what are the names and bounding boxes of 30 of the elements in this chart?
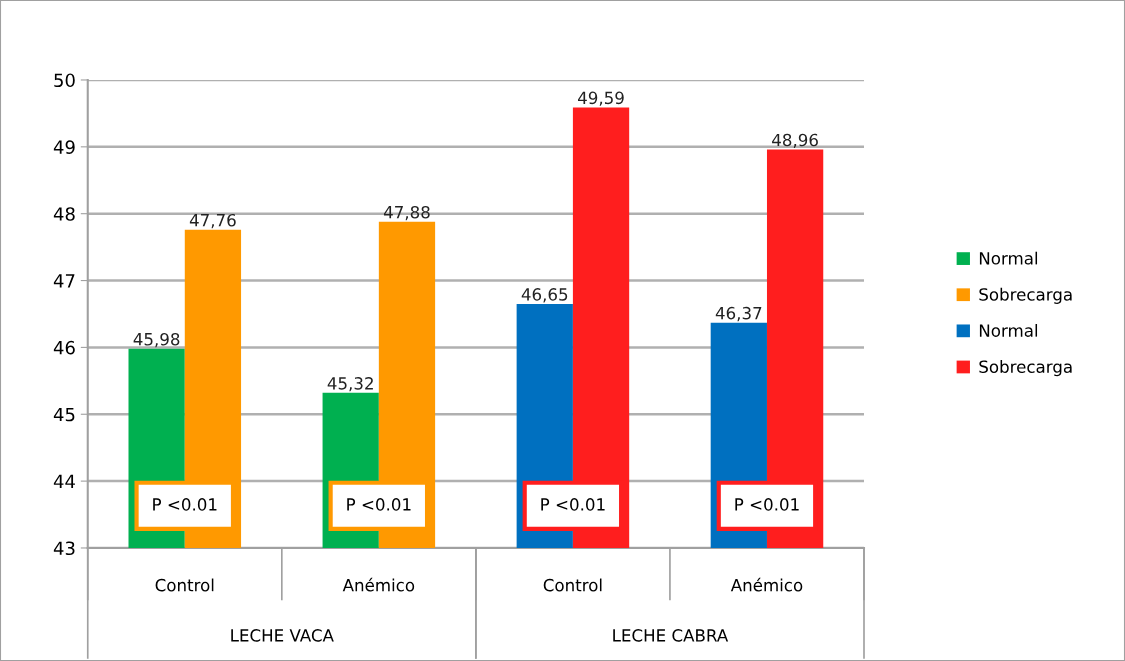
legend-label: Normal [979, 251, 1038, 265]
legend-label: Normal [979, 323, 1038, 337]
x-tick-label: Anémico [730, 577, 803, 592]
text: LECHE CABRA [613, 629, 729, 642]
y-tick-label: 49 [53, 140, 75, 154]
x-tick-label: Control [543, 578, 602, 592]
legend-label: Sobrecarga [979, 287, 1072, 304]
data-label: 47,88 [383, 205, 430, 221]
data-label: 46,65 [521, 288, 568, 303]
y-tick-label: 48 [53, 207, 75, 221]
text: LECHE VACA [231, 629, 334, 642]
legend-label: Sobrecarga [979, 360, 1072, 377]
data-label: 45,98 [133, 332, 180, 348]
y-tick-label: 46 [53, 340, 75, 355]
annotation: P <0.01 [541, 498, 605, 511]
data-label: 49,59 [578, 91, 624, 106]
annotation: P <0.01 [347, 498, 411, 511]
annotation: P <0.01 [153, 498, 217, 511]
y-tick-label: 44 [53, 474, 75, 488]
x-tick-label: Anémico [342, 577, 415, 592]
data-label: 48,96 [772, 133, 818, 148]
y-tick-label: 45 [53, 407, 75, 422]
y-tick-label: 47 [53, 274, 75, 288]
y-tick-label: 50 [54, 73, 75, 88]
x-tick-label: Control [155, 578, 214, 592]
annotation: P <0.01 [735, 498, 799, 511]
data-label: 47,76 [189, 213, 236, 229]
y-tick-label: 43 [53, 541, 75, 556]
data-label: 46,37 [715, 306, 762, 322]
data-label: 45,32 [327, 377, 373, 392]
